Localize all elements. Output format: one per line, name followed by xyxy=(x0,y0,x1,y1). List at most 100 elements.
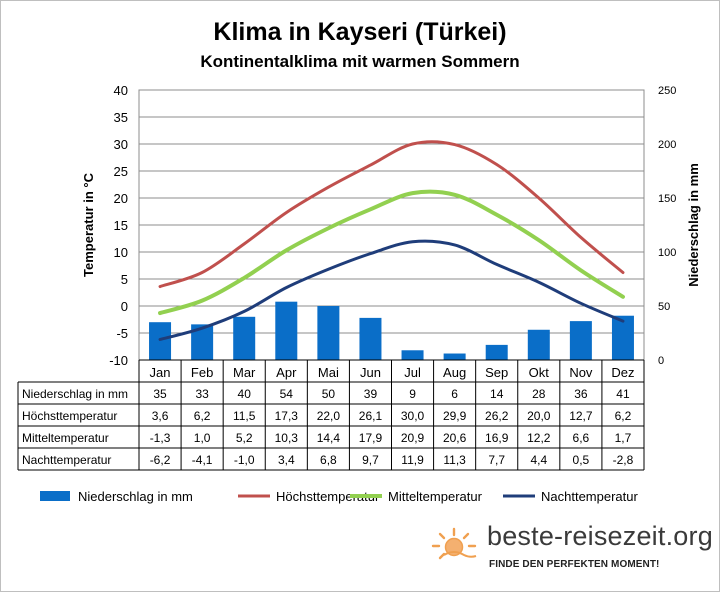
precipitation-bar xyxy=(317,306,340,360)
x-tick-label: Apr xyxy=(276,365,297,380)
y-left-tick-label: 15 xyxy=(114,218,128,233)
y-left-tick-label: 5 xyxy=(121,272,128,287)
climate-chart: -10 -5 0 5 10 15 20 25 30 35 40 0 50 100 150 200 250 Temp… xyxy=(17,83,701,504)
data-label: 6,8 xyxy=(320,453,337,467)
legend-label: Niederschlag in mm xyxy=(78,489,193,504)
data-label: 36 xyxy=(574,387,588,401)
data-label: 20,9 xyxy=(401,431,425,445)
precipitation-bar xyxy=(359,317,382,360)
chart-subtitle: Kontinentalklima mit warmen Sommern xyxy=(200,52,520,71)
data-label: 6 xyxy=(451,387,458,401)
data-label: 4,4 xyxy=(530,453,547,467)
data-label: -6,2 xyxy=(150,453,171,467)
data-label: 1,0 xyxy=(194,431,211,445)
y-right-tick-label: 150 xyxy=(658,193,676,205)
precipitation-bar xyxy=(611,315,634,360)
temperature-lines xyxy=(158,140,625,341)
precipitation-bar xyxy=(527,329,550,360)
precipitation-bar xyxy=(233,316,256,360)
data-label: 33 xyxy=(195,387,209,401)
data-label: 1,7 xyxy=(615,431,632,445)
data-label: 29,9 xyxy=(443,409,467,423)
y-left-axis-title: Temperatur in °C xyxy=(81,172,96,277)
x-tick-label: Mai xyxy=(318,365,339,380)
x-tick-label: Feb xyxy=(191,365,213,380)
data-label: 3,6 xyxy=(152,409,169,423)
legend-label: Mitteltemperatur xyxy=(388,489,483,504)
data-label: 11,3 xyxy=(443,453,466,467)
precipitation-bars xyxy=(149,301,634,360)
data-label: 9 xyxy=(409,387,416,401)
precipitation-bar xyxy=(191,324,214,360)
data-label: 11,5 xyxy=(233,409,256,423)
chart-title: Klima in Kayseri (Türkei) xyxy=(213,18,507,46)
data-table: Jan Feb Mar Apr Mai Jun Jul Aug Sep Okt Nov Dez Nied… xyxy=(17,359,645,471)
y-left-tick-label: 20 xyxy=(114,191,128,206)
data-label: 20,0 xyxy=(527,409,551,423)
table-row-header: Mitteltemperatur xyxy=(22,431,109,445)
series-line-mitteltemperatur xyxy=(158,189,625,316)
brand-name[interactable]: beste-reisezeit.org xyxy=(487,521,713,551)
legend: Niederschlag in mm Höchsttemperatur Mittel… xyxy=(40,489,638,504)
series-line-höchsttemperatur xyxy=(158,140,625,289)
data-label: 7,7 xyxy=(488,453,505,467)
table-row-header: Niederschlag in mm xyxy=(22,387,128,401)
data-label: 26,2 xyxy=(485,409,509,423)
x-tick-label: Mar xyxy=(233,365,256,380)
precipitation-bar xyxy=(443,353,466,360)
y-left-tick-label: 30 xyxy=(114,137,128,152)
y-left-tick-label: 0 xyxy=(121,299,128,314)
x-tick-label: Aug xyxy=(443,365,466,380)
data-label: 54 xyxy=(280,387,294,401)
data-label: 28 xyxy=(532,387,546,401)
axes: -10 -5 0 5 10 15 20 25 30 35 40 0 50 100 150 200 250 Temp… xyxy=(81,83,701,368)
y-right-tick-label: 200 xyxy=(658,139,676,151)
y-right-tick-label: 250 xyxy=(658,85,676,97)
data-label: 39 xyxy=(364,387,378,401)
data-label: 20,6 xyxy=(443,431,467,445)
precipitation-bar xyxy=(149,322,172,360)
data-label: 17,3 xyxy=(275,409,299,423)
y-left-tick-label: 25 xyxy=(114,164,128,179)
data-label: 14,4 xyxy=(317,431,341,445)
table-row-header: Höchsttemperatur xyxy=(22,409,117,423)
table-row-header: Nachttemperatur xyxy=(22,453,111,467)
x-tick-label: Jul xyxy=(404,365,421,380)
x-tick-label: Okt xyxy=(529,365,550,380)
data-label: 22,0 xyxy=(317,409,341,423)
data-label: 12,7 xyxy=(569,409,593,423)
data-label: 10,3 xyxy=(275,431,299,445)
data-label: 16,9 xyxy=(485,431,509,445)
data-label: -4,1 xyxy=(192,453,213,467)
legend-label: Höchsttemperatur xyxy=(276,489,380,504)
data-label: 41 xyxy=(616,387,630,401)
y-right-axis-title: Niederschlag in mm xyxy=(686,163,701,287)
data-label: 11,9 xyxy=(401,453,424,467)
data-label: 40 xyxy=(238,387,252,401)
legend-swatch-bar xyxy=(40,491,70,501)
data-label: 30,0 xyxy=(401,409,425,423)
precipitation-bar xyxy=(275,301,298,360)
data-label: 17,9 xyxy=(359,431,383,445)
data-label: 26,1 xyxy=(359,409,383,423)
precipitation-bar xyxy=(569,321,592,360)
y-left-tick-label: 40 xyxy=(114,83,128,98)
legend-label: Nachttemperatur xyxy=(541,489,638,504)
data-label: 6,6 xyxy=(573,431,590,445)
x-tick-label: Nov xyxy=(569,365,593,380)
x-tick-label: Sep xyxy=(485,365,508,380)
data-label: 6,2 xyxy=(615,409,632,423)
y-right-tick-label: 100 xyxy=(658,247,676,259)
data-label: 5,2 xyxy=(236,431,253,445)
data-label: -1,3 xyxy=(150,431,171,445)
y-right-tick-label: 0 xyxy=(658,355,664,367)
precipitation-bar xyxy=(401,350,424,360)
data-label: 12,2 xyxy=(527,431,551,445)
sun-icon xyxy=(431,527,477,560)
y-left-tick-label: 35 xyxy=(114,110,128,125)
y-right-tick-label: 50 xyxy=(658,301,670,313)
y-left-tick-label: -5 xyxy=(116,326,128,341)
x-tick-label: Jan xyxy=(150,365,171,380)
x-tick-label: Dez xyxy=(611,365,634,380)
data-label: 35 xyxy=(153,387,167,401)
